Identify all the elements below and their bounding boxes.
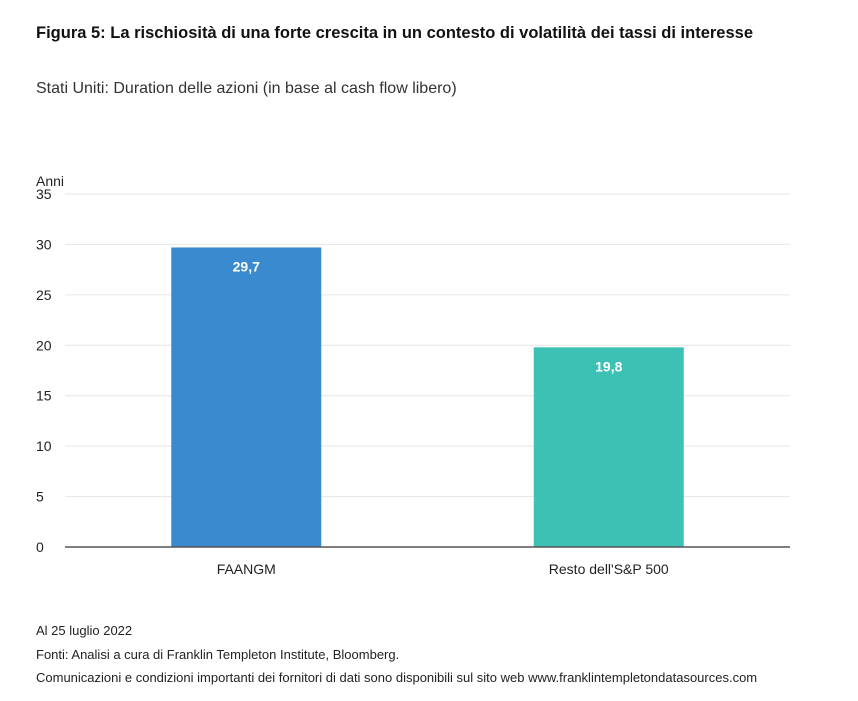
y-axis-label: Anni [36,173,64,189]
bars: 29,7 19,8 [171,247,684,547]
y-tick-label: 10 [36,438,52,454]
y-tick-label: 20 [36,337,52,353]
x-tick-label: FAANGM [217,561,276,577]
y-tick-label: 15 [36,388,52,404]
y-tick-label: 25 [36,287,52,303]
y-tick-label: 30 [36,236,52,252]
y-tick-label: 35 [36,186,52,202]
footnote-notice: Comunicazioni e condizioni importanti de… [36,670,758,685]
bar-chart: 0 5 10 15 20 25 30 35 Anni 29,7 19,8 FAANGM Resto… [36,173,790,577]
footnote-date: Al 25 luglio 2022 [36,623,133,638]
x-axis-ticks: FAANGM Resto dell'S&P 500 [217,561,669,577]
y-axis-ticks: 0 5 10 15 20 25 30 35 [36,186,52,555]
bar-value-label: 19,8 [595,358,622,374]
chart-title: Figura 5: La rischiosità di una forte cr… [36,24,754,42]
x-tick-label: Resto dell'S&P 500 [549,561,669,577]
y-tick-label: 5 [36,489,44,505]
footnote-sources: Fonti: Analisi a cura di Franklin Temple… [36,647,400,662]
bar-value-label: 29,7 [233,258,260,274]
bar [533,347,684,547]
y-tick-label: 0 [36,539,44,555]
chart-subtitle: Stati Uniti: Duration delle azioni (in b… [36,80,457,97]
bar [171,247,322,547]
